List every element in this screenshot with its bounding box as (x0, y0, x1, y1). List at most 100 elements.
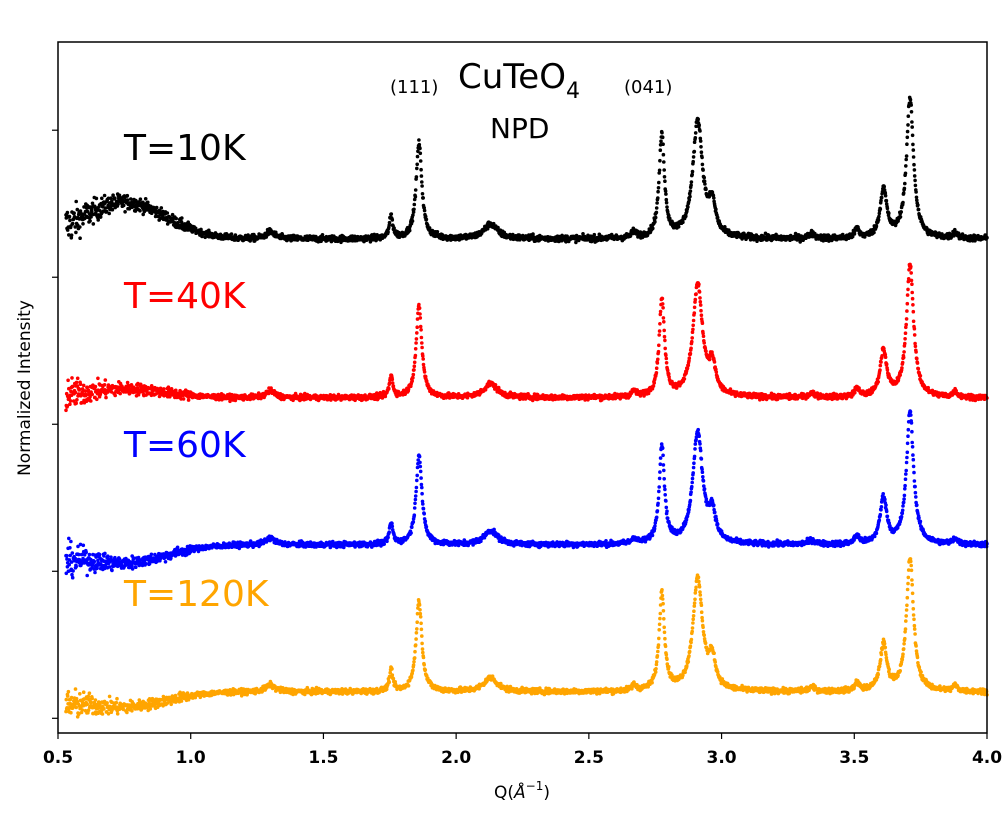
data-point (661, 316, 666, 320)
data-point (659, 139, 663, 143)
data-point (696, 117, 700, 121)
data-point (387, 220, 392, 225)
data-point (96, 376, 100, 381)
data-point (390, 218, 395, 222)
data-point (414, 175, 419, 179)
data-point (422, 370, 427, 374)
data-point (658, 322, 662, 326)
data-point (905, 135, 910, 140)
data-point (904, 317, 909, 321)
data-point (81, 383, 86, 388)
data-point (903, 331, 908, 336)
data-point (712, 360, 717, 364)
data-point (903, 181, 907, 186)
data-point (421, 196, 426, 200)
data-point (689, 183, 693, 187)
data-point (686, 205, 690, 209)
data-point (95, 397, 99, 402)
data-point (682, 377, 687, 381)
data-point (905, 309, 909, 313)
data-point (909, 278, 914, 283)
data-point (885, 368, 890, 372)
data-point (707, 357, 712, 362)
data-point (181, 397, 186, 401)
data-point (74, 230, 78, 235)
data-point (392, 226, 396, 230)
data-point (878, 368, 882, 372)
data-point (884, 362, 889, 367)
data-point (410, 219, 415, 223)
data-point (415, 154, 420, 159)
data-point (90, 201, 95, 206)
data-point (386, 230, 390, 234)
data-point (657, 343, 661, 348)
data-point (67, 233, 71, 237)
data-point (700, 162, 705, 167)
data-point (904, 322, 908, 327)
data-point (657, 329, 662, 333)
data-point (170, 212, 175, 217)
data-point (104, 395, 108, 400)
data-point (687, 198, 692, 202)
data-point (143, 197, 148, 201)
data-point (90, 392, 94, 397)
data-point (909, 264, 913, 269)
data-point (910, 296, 915, 301)
data-point (878, 207, 883, 211)
data-point (910, 125, 914, 129)
data-point (661, 306, 665, 310)
data-point (88, 219, 92, 223)
data-point (69, 236, 74, 240)
data-point (698, 296, 702, 300)
data-point (691, 159, 695, 164)
data-point (701, 168, 705, 172)
data-point (902, 350, 906, 354)
data-point (417, 306, 422, 310)
data-point (96, 218, 100, 222)
data-point (656, 357, 660, 362)
data-point (657, 333, 661, 337)
data-point (905, 142, 909, 146)
data-point (664, 361, 669, 365)
data-point (78, 382, 83, 387)
data-point (693, 136, 698, 140)
data-point (390, 377, 395, 382)
data-point (662, 334, 667, 339)
data-point (656, 186, 661, 190)
data-point (412, 202, 417, 207)
data-point (154, 205, 159, 210)
data-point (910, 282, 914, 287)
data-point (662, 175, 667, 179)
data-point (903, 341, 907, 346)
data-point (129, 197, 133, 201)
data-point (901, 355, 906, 360)
data-point (69, 233, 74, 237)
data-point (885, 206, 890, 211)
data-point (872, 230, 876, 235)
data-point (692, 305, 697, 310)
data-point (900, 366, 904, 370)
data-point (914, 190, 918, 194)
data-point (162, 387, 166, 391)
data-point (898, 215, 903, 219)
data-point (111, 193, 115, 197)
data-point (68, 218, 72, 223)
data-point (77, 387, 82, 392)
data-point (420, 180, 424, 184)
data-point (414, 341, 418, 345)
data-point (654, 210, 659, 215)
data-point (911, 309, 916, 314)
data-point (702, 341, 706, 345)
data-point (654, 371, 659, 375)
data-point (89, 215, 93, 219)
data-point (70, 376, 74, 380)
data-point (690, 336, 694, 340)
data-point (689, 346, 693, 351)
data-point (109, 199, 114, 204)
data-point (662, 160, 666, 164)
data-point (664, 200, 669, 205)
data-point (110, 207, 115, 212)
data-point (417, 138, 421, 142)
data-point (698, 303, 703, 307)
data-point (699, 150, 704, 154)
